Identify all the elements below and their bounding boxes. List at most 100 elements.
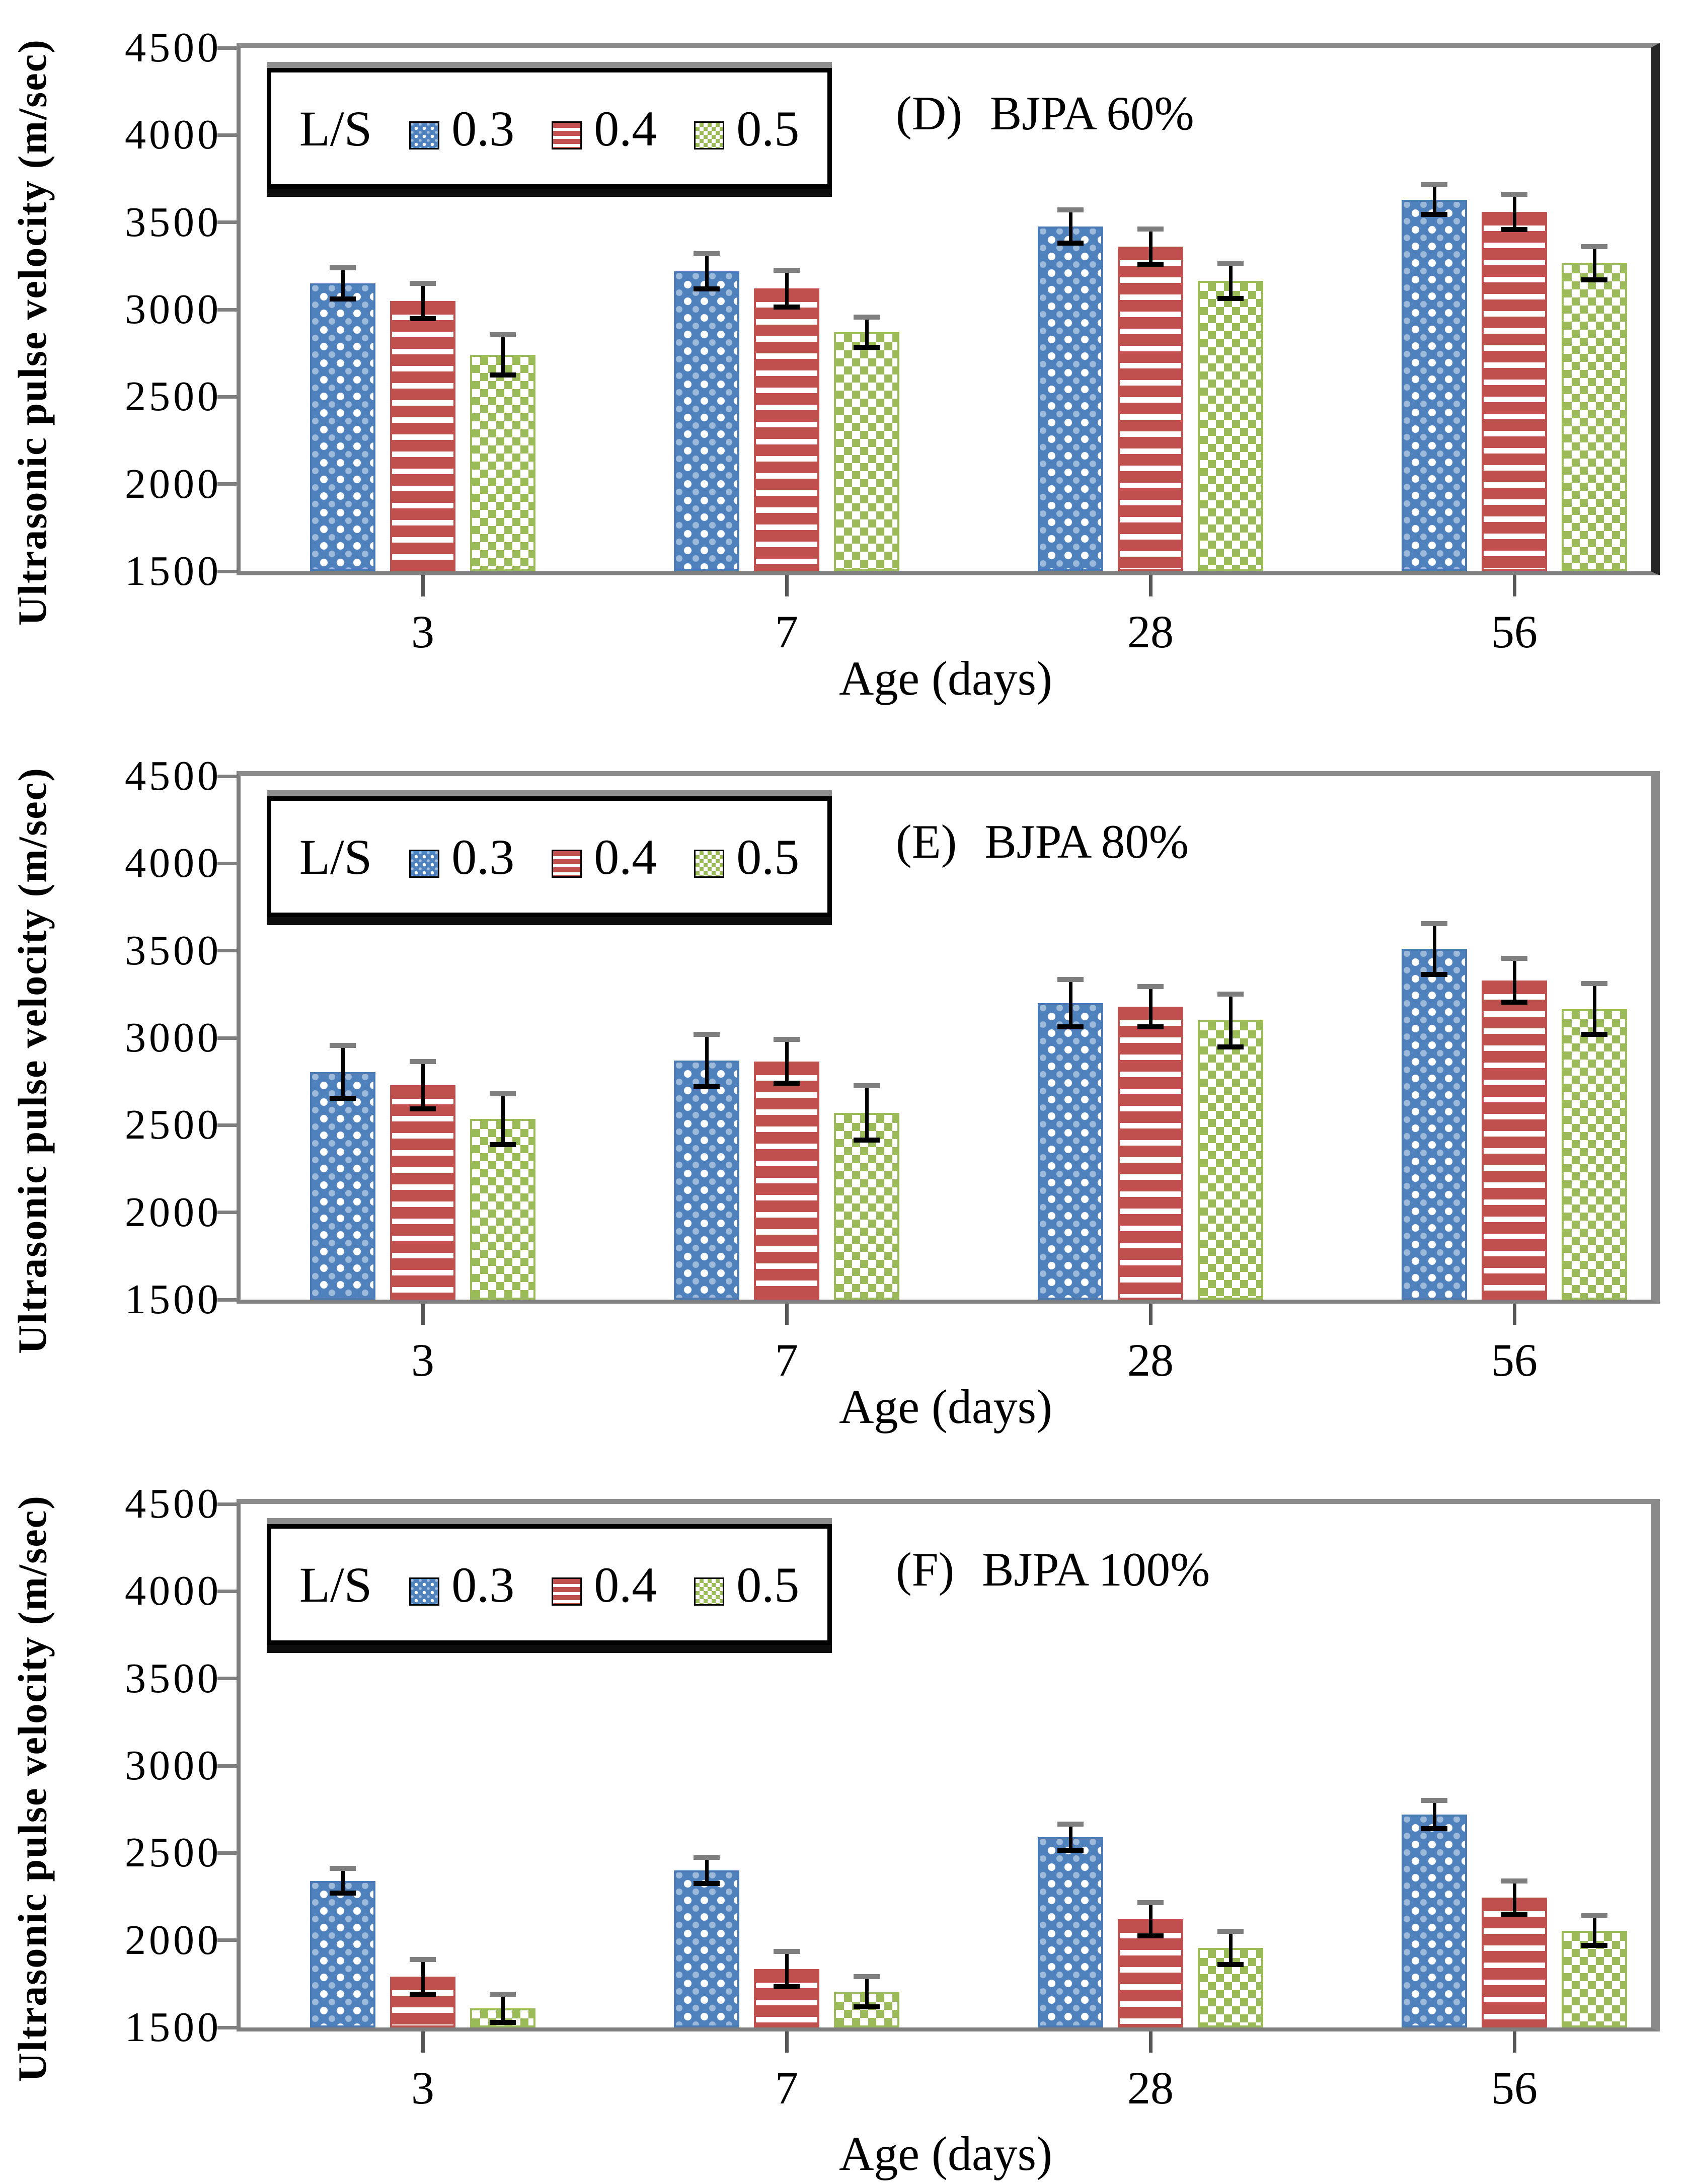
error-bar-line bbox=[865, 1974, 869, 2009]
x-tick-mark bbox=[1512, 1304, 1516, 1325]
x-axis-title: Age (days) bbox=[839, 1380, 1052, 1434]
error-bar-bottom-cap bbox=[410, 316, 436, 321]
error-bar bbox=[490, 1091, 516, 1147]
y-tick-mark bbox=[217, 949, 237, 953]
y-tick-mark bbox=[217, 1502, 237, 1506]
legend-item-label: 0.5 bbox=[736, 100, 800, 157]
error-bar-bottom-cap bbox=[1217, 1044, 1244, 1049]
error-bar bbox=[854, 315, 880, 350]
error-bar-line bbox=[421, 1059, 425, 1111]
y-tick-label: 3000 bbox=[125, 1014, 221, 1061]
error-bar-top-cap bbox=[1057, 207, 1084, 213]
legend-item-label: 0.3 bbox=[451, 829, 515, 885]
y-tick-mark bbox=[217, 1764, 237, 1768]
y-tick-label: 2000 bbox=[125, 1916, 221, 1964]
x-tick-mark bbox=[1512, 2031, 1516, 2053]
error-bar-bottom-cap bbox=[330, 1891, 356, 1896]
error-bar-top-cap bbox=[774, 1949, 800, 1954]
legend-item-label: 0.3 bbox=[451, 1556, 515, 1613]
error-bar-bottom-cap bbox=[1421, 1826, 1447, 1831]
error-bar-line bbox=[1228, 1929, 1233, 1968]
error-bar-top-cap bbox=[1421, 1798, 1447, 1803]
error-bar-top-cap bbox=[1581, 981, 1607, 987]
error-bar-bottom-cap bbox=[1501, 1000, 1527, 1005]
y-tick-mark bbox=[217, 2025, 237, 2029]
error-bar bbox=[1217, 1929, 1244, 1968]
error-bar-bottom-cap bbox=[1217, 1962, 1244, 1968]
panel-letter: (E) bbox=[896, 815, 957, 868]
error-bar-bottom-cap bbox=[1137, 1933, 1164, 1939]
error-bar bbox=[330, 1043, 356, 1101]
x-tick-mark bbox=[421, 1304, 425, 1325]
error-bar-top-cap bbox=[774, 267, 800, 273]
error-bar bbox=[1501, 192, 1527, 232]
error-bar-line bbox=[705, 1031, 709, 1090]
y-tick-label: 4000 bbox=[125, 840, 221, 887]
x-tick-mark bbox=[785, 575, 789, 596]
error-bar-top-cap bbox=[330, 1866, 356, 1871]
y-tick-mark bbox=[217, 1589, 237, 1593]
error-bar-top-cap bbox=[1501, 956, 1527, 961]
error-bar bbox=[854, 1083, 880, 1143]
y-tick-mark bbox=[217, 1298, 237, 1302]
series-0.3-swatch-icon bbox=[409, 121, 440, 149]
error-bar bbox=[854, 1974, 880, 2009]
error-bar-bottom-cap bbox=[774, 1984, 800, 1989]
error-bar-bottom-cap bbox=[1057, 1024, 1084, 1029]
error-bar-line bbox=[1432, 182, 1436, 217]
legend-title: L/S bbox=[299, 829, 372, 885]
error-bar-top-cap bbox=[1217, 260, 1244, 266]
error-bar-top-cap bbox=[854, 1083, 880, 1089]
error-bar-top-cap bbox=[854, 315, 880, 320]
y-tick-label: 4500 bbox=[125, 24, 221, 71]
error-bar-bottom-cap bbox=[854, 2004, 880, 2009]
y-tick-label: 4000 bbox=[125, 1567, 221, 1615]
x-axis-title: Age (days) bbox=[839, 2127, 1052, 2180]
y-tick-mark bbox=[217, 1851, 237, 1855]
error-bar-top-cap bbox=[490, 332, 516, 338]
y-tick-mark bbox=[217, 1938, 237, 1942]
y-tick-label: 4500 bbox=[125, 752, 221, 799]
error-bar-bottom-cap bbox=[490, 372, 516, 378]
bar-ls0.5-age3 bbox=[470, 355, 535, 571]
error-bar-top-cap bbox=[1217, 1929, 1244, 1934]
legend-item-label: 0.4 bbox=[594, 100, 657, 157]
error-bar-bottom-cap bbox=[694, 286, 720, 291]
error-bar bbox=[410, 280, 436, 321]
bar-ls0.4-age3 bbox=[390, 1085, 455, 1300]
panel-title-text: BJPA 100% bbox=[982, 1543, 1210, 1596]
error-bar bbox=[1057, 976, 1084, 1029]
legend: L/S 0.3 0.4 0.5 bbox=[267, 68, 832, 189]
x-tick-mark bbox=[421, 2031, 425, 2053]
error-bar-line bbox=[1228, 260, 1233, 301]
x-tick-label: 3 bbox=[411, 1334, 434, 1386]
legend: L/S 0.3 0.4 0.5 bbox=[267, 796, 832, 917]
error-bar bbox=[774, 267, 800, 310]
y-tick-label: 2000 bbox=[125, 460, 221, 507]
bar-ls0.3-age3 bbox=[310, 1072, 375, 1300]
error-bar bbox=[694, 251, 720, 291]
error-bar-line bbox=[785, 1037, 789, 1086]
error-bar bbox=[694, 1854, 720, 1887]
series-0.4-swatch-icon bbox=[552, 849, 582, 878]
error-bar-line bbox=[1512, 1878, 1516, 1917]
error-bar-bottom-cap bbox=[1421, 212, 1447, 217]
y-tick-mark bbox=[217, 395, 237, 399]
error-bar-top-cap bbox=[1137, 984, 1164, 989]
error-bar-top-cap bbox=[694, 251, 720, 256]
error-bar-line bbox=[1068, 976, 1072, 1029]
bar-ls0.4-age7 bbox=[754, 288, 819, 571]
x-tick-label: 7 bbox=[775, 2062, 798, 2114]
panel-letter: (D) bbox=[896, 87, 962, 140]
error-bar-line bbox=[1148, 227, 1153, 267]
error-bar bbox=[490, 332, 516, 378]
series-0.4-swatch-icon bbox=[552, 1577, 582, 1606]
error-bar-line bbox=[1148, 1900, 1153, 1939]
error-bar-line bbox=[421, 280, 425, 321]
bar-ls0.4-age7 bbox=[754, 1061, 819, 1300]
x-tick-label: 56 bbox=[1491, 1334, 1538, 1386]
error-bar-top-cap bbox=[330, 1043, 356, 1048]
error-bar bbox=[1217, 992, 1244, 1049]
y-tick-label: 1500 bbox=[125, 2004, 221, 2051]
bar-ls0.5-age56 bbox=[1562, 263, 1627, 571]
